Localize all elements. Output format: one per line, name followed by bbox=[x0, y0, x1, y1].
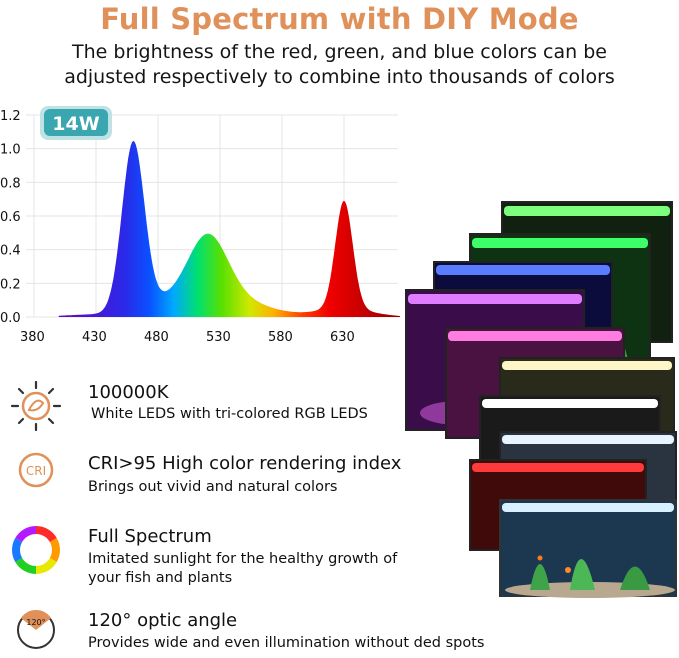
angle-icon: 120° bbox=[17, 609, 55, 649]
angle-icon-text: 120° bbox=[26, 618, 45, 627]
feature-desc: Provides wide and even illumination with… bbox=[88, 635, 485, 651]
spectrum-chart: 0.0 0.2 0.4 0.6 0.8 1.0 1.2 380 430 480 530 580 630… bbox=[0, 106, 400, 345]
cri-icon-text: CRI bbox=[26, 464, 46, 478]
x-tick-label: 530 bbox=[206, 330, 231, 345]
x-axis-ticks: 380 430 480 530 580 630 bbox=[20, 330, 355, 345]
sun-leaf-icon bbox=[10, 380, 62, 432]
spectrum-area bbox=[58, 140, 400, 317]
feature-heading: CRI>95 High color rendering index bbox=[88, 453, 402, 474]
y-tick-label: 0.4 bbox=[0, 244, 21, 259]
feature-desc: Brings out vivid and natural colors bbox=[88, 479, 338, 495]
y-tick-label: 0.0 bbox=[0, 311, 21, 326]
subtitle-line-2: adjusted respectively to combine into th… bbox=[64, 66, 615, 88]
feature-desc-line-2: your fish and plants bbox=[88, 570, 233, 586]
feature-heading: 120° optic angle bbox=[88, 610, 238, 631]
x-tick-label: 580 bbox=[268, 330, 293, 345]
x-tick-label: 480 bbox=[144, 330, 169, 345]
subtitle: The brightness of the red, green, and bl… bbox=[0, 40, 679, 90]
feature-heading: 100000K bbox=[88, 382, 169, 403]
y-axis-ticks: 0.0 0.2 0.4 0.6 0.8 1.0 1.2 bbox=[0, 109, 21, 326]
cri-icon: CRI bbox=[18, 452, 54, 488]
badge-text: 14W bbox=[52, 113, 99, 135]
x-tick-label: 380 bbox=[20, 330, 45, 345]
wattage-badge: 14W bbox=[40, 106, 112, 140]
y-tick-label: 1.0 bbox=[0, 143, 21, 158]
feature-desc-line-1: Imitated sunlight for the healthy growth… bbox=[88, 551, 398, 567]
aquarium-tanks-image bbox=[405, 201, 677, 598]
y-tick-label: 0.2 bbox=[0, 277, 21, 292]
y-tick-label: 0.8 bbox=[0, 176, 21, 191]
tank-front bbox=[499, 499, 677, 598]
y-tick-label: 0.6 bbox=[0, 210, 21, 225]
x-tick-label: 430 bbox=[82, 330, 107, 345]
subtitle-line-1: The brightness of the red, green, and bl… bbox=[72, 41, 607, 63]
x-tick-label: 630 bbox=[330, 330, 355, 345]
feature-desc: White LEDS with tri-colored RGB LEDS bbox=[91, 406, 368, 422]
page-title: Full Spectrum with DIY Mode bbox=[100, 2, 579, 36]
feature-heading: Full Spectrum bbox=[88, 526, 212, 547]
color-wheel-icon bbox=[12, 526, 60, 574]
y-tick-label: 1.2 bbox=[0, 109, 21, 124]
